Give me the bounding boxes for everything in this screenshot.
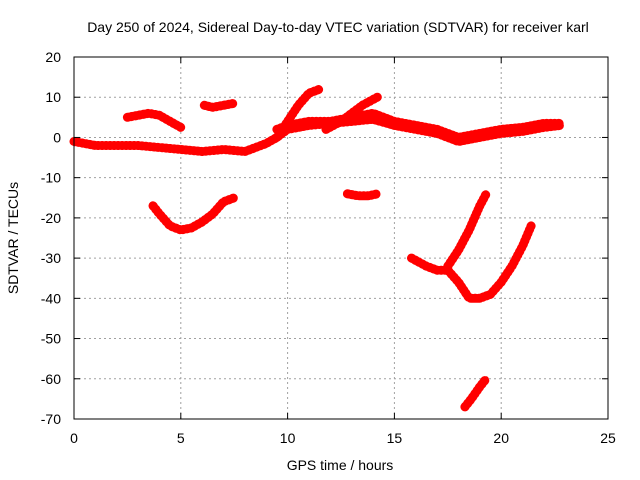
y-tick-label: -30 xyxy=(41,250,61,266)
y-tick-label: 0 xyxy=(53,129,61,145)
x-tick-label: 5 xyxy=(177,430,185,446)
series-rising-17h-19h-markers xyxy=(443,189,491,271)
y-tick-label: 10 xyxy=(45,89,61,105)
y-tick-label: 20 xyxy=(45,49,61,65)
y-tick-label: -60 xyxy=(41,371,61,387)
series-rising-arc-to-11h-markers xyxy=(272,84,325,142)
data-series xyxy=(69,84,566,412)
series-bowl-4h-7h-markers xyxy=(148,193,239,235)
y-tick-label: -10 xyxy=(41,170,61,186)
series-hump-6h-8h-markers xyxy=(199,98,239,112)
x-tick-label: 20 xyxy=(493,430,509,446)
x-tick-label: 25 xyxy=(600,430,616,446)
x-tick-labels: 0 5 10 15 20 25 xyxy=(70,430,616,446)
series-short-18h-19h-markers xyxy=(460,374,491,412)
series-bowl-16h-21h-markers xyxy=(407,221,536,303)
series-short-13h-segment-markers xyxy=(342,189,382,201)
series-main-upper-band-markers xyxy=(272,108,566,142)
y-tick-label: -70 xyxy=(41,411,61,427)
y-tick-label: -50 xyxy=(41,331,61,347)
y-tick-label: -20 xyxy=(41,210,61,226)
x-axis-title: GPS time / hours xyxy=(287,457,394,473)
y-axis-title: SDTVAR / TECUs xyxy=(5,182,21,294)
x-tick-label: 0 xyxy=(70,430,78,446)
series-arc-13h-14h-markers xyxy=(321,92,382,134)
chart-title: Day 250 of 2024, Sidereal Day-to-day VTE… xyxy=(87,19,589,35)
plot-frame xyxy=(73,56,609,420)
y-tick-labels: -70 -60 -50 -40 -30 -20 -10 0 10 20 xyxy=(41,49,61,427)
y-tick-label: -40 xyxy=(41,290,61,306)
x-tick-label: 10 xyxy=(280,430,296,446)
axis-ticks xyxy=(73,56,609,420)
series-hump-3h-5h-markers xyxy=(122,108,186,132)
x-tick-label: 15 xyxy=(387,430,403,446)
